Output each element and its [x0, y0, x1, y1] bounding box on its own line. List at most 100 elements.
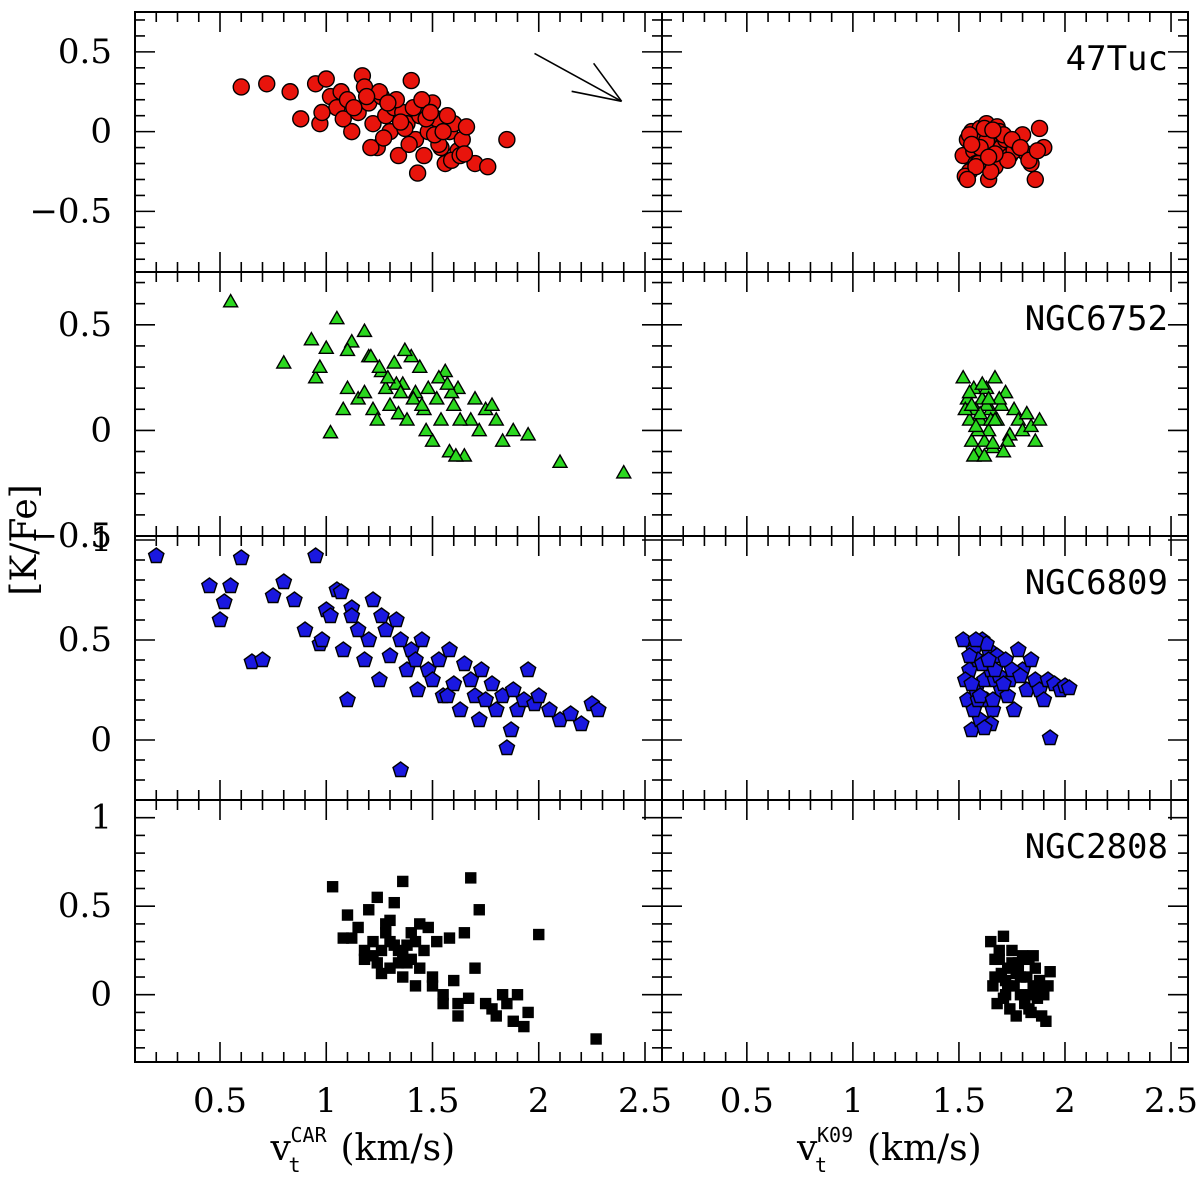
- data-point: [447, 447, 465, 462]
- data-point: [1044, 966, 1056, 978]
- data-point: [364, 400, 382, 416]
- data-point: [963, 396, 980, 412]
- data-point: [448, 974, 460, 987]
- x-axis-title-main: v: [270, 1128, 292, 1169]
- data-point: [1030, 119, 1049, 138]
- data-point: [303, 331, 320, 346]
- data-point: [438, 106, 457, 125]
- data-point: [313, 103, 331, 122]
- x-tick-label: 0.5: [193, 1081, 247, 1121]
- data-point: [498, 130, 516, 149]
- data-point: [264, 587, 282, 604]
- panel-frame-NGC2808-CAR: [134, 799, 663, 1063]
- data-point: [415, 146, 433, 165]
- data-point: [504, 681, 522, 698]
- data-point: [470, 711, 488, 728]
- data-point: [232, 549, 250, 566]
- data-point: [285, 591, 303, 608]
- data-point: [980, 651, 998, 668]
- data-point: [363, 904, 375, 916]
- data-point: [407, 651, 424, 668]
- data-point: [965, 447, 982, 462]
- data-point: [1018, 405, 1036, 420]
- y-tick-label: −0.5: [29, 191, 112, 231]
- data-point: [589, 701, 607, 718]
- cluster-label: NGC6752: [1025, 299, 1168, 339]
- data-point: [322, 424, 339, 439]
- panel-frames: [134, 11, 1189, 1063]
- data-point: [437, 989, 449, 1001]
- data-point: [984, 121, 1002, 139]
- data-point: [437, 362, 454, 378]
- data-point: [215, 593, 233, 610]
- data-point: [1026, 170, 1044, 189]
- series-NGC2808-K09: [985, 930, 1056, 1027]
- data-point: [976, 447, 993, 462]
- data-point: [426, 980, 439, 992]
- data-point: [420, 379, 437, 395]
- data-point: [405, 390, 422, 405]
- data-point: [488, 411, 505, 426]
- data-point: [1012, 962, 1025, 974]
- data-point: [434, 122, 452, 141]
- y-tick-label: 0.5: [58, 886, 112, 926]
- x-axis-title-superscript: CAR: [291, 1123, 328, 1147]
- data-point: [360, 631, 378, 648]
- data-point: [377, 379, 394, 395]
- data-point: [999, 974, 1012, 987]
- series-47Tuc-CAR: [232, 67, 516, 182]
- data-point: [967, 417, 985, 433]
- data-point: [417, 421, 435, 437]
- x-tick-label: 2: [528, 1081, 550, 1121]
- data-point: [371, 891, 383, 904]
- data-point: [522, 1006, 534, 1019]
- x-tick-label: 2: [1054, 1081, 1076, 1121]
- data-point: [431, 935, 443, 948]
- data-point: [211, 611, 229, 628]
- data-point: [487, 701, 505, 718]
- data-point: [381, 647, 399, 664]
- data-point: [400, 135, 418, 154]
- data-point: [311, 358, 329, 373]
- data-point: [533, 928, 545, 941]
- data-point: [413, 91, 431, 109]
- data-point: [258, 75, 276, 93]
- data-point: [980, 390, 997, 405]
- data-point: [414, 962, 426, 974]
- data-point: [441, 641, 458, 658]
- data-point: [381, 396, 399, 412]
- data-point: [362, 138, 380, 157]
- data-point: [409, 980, 422, 992]
- data-point: [334, 641, 352, 658]
- y-tick-label: 0: [90, 975, 112, 1015]
- data-point: [343, 122, 361, 141]
- data-point: [477, 691, 495, 708]
- data-point: [408, 164, 427, 182]
- x-tick-label: 2.5: [618, 1081, 672, 1121]
- data-point: [356, 651, 373, 668]
- series-NGC6752-K09: [954, 369, 1048, 462]
- data-point: [379, 369, 397, 384]
- x-axis-title-unit: (km/s): [341, 1128, 456, 1169]
- data-point: [392, 383, 409, 399]
- vector-arrow-head: [592, 62, 623, 102]
- series-NGC2808-CAR: [326, 872, 602, 1045]
- data-point: [991, 390, 1008, 405]
- x-axis-title-CAR: vt CAR (km/s): [270, 1123, 456, 1177]
- x-tick-label: 1: [315, 1081, 337, 1121]
- data-point: [370, 671, 388, 688]
- data-point: [1029, 962, 1041, 974]
- data-point: [421, 103, 440, 122]
- data-point: [335, 400, 352, 416]
- data-point: [1004, 1003, 1016, 1015]
- data-point: [398, 411, 416, 426]
- data-point: [296, 621, 314, 638]
- data-point: [462, 411, 479, 426]
- data-point: [369, 411, 386, 426]
- x-tick-label: 1: [842, 1081, 864, 1121]
- data-point: [411, 358, 428, 373]
- data-point: [457, 118, 476, 136]
- data-point: [472, 661, 490, 678]
- data-point: [1060, 679, 1078, 696]
- data-point: [432, 411, 450, 426]
